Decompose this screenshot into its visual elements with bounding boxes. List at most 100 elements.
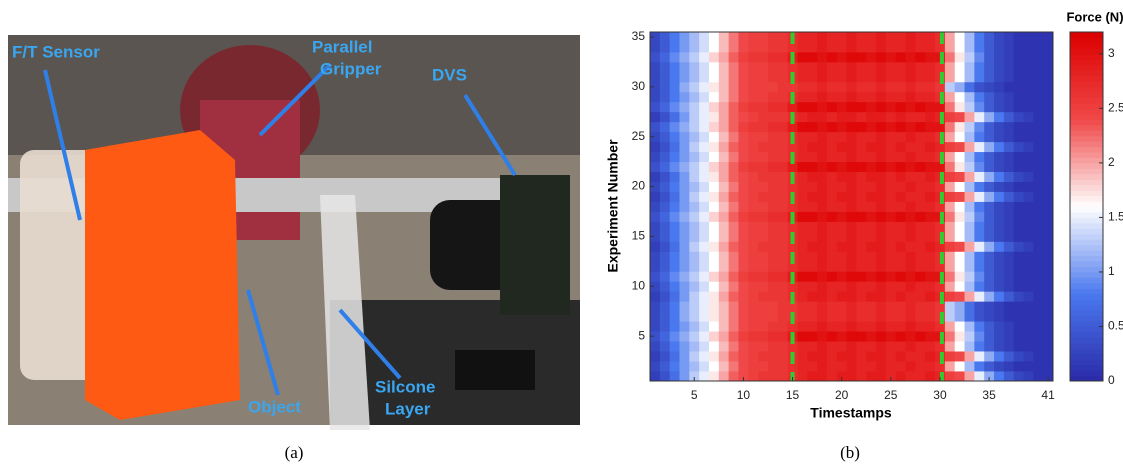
cell xyxy=(659,311,671,322)
cell xyxy=(915,151,926,163)
cell xyxy=(895,321,906,332)
colorbar-swatch xyxy=(1070,282,1103,289)
colorbar-swatch xyxy=(1070,97,1103,104)
cell xyxy=(1043,361,1054,372)
cell xyxy=(748,171,759,182)
cell xyxy=(797,181,808,192)
cell xyxy=(895,41,906,53)
cell xyxy=(767,341,779,352)
cell xyxy=(954,131,965,143)
cell xyxy=(669,241,680,252)
label: Parallel xyxy=(312,37,373,56)
cell xyxy=(826,221,838,232)
cell xyxy=(935,161,946,172)
cell xyxy=(728,231,739,242)
cell xyxy=(669,361,680,372)
cell xyxy=(738,201,749,212)
cell xyxy=(807,111,818,123)
cell xyxy=(699,351,710,362)
cell xyxy=(1003,171,1015,182)
cell xyxy=(659,341,671,352)
cell xyxy=(1043,341,1054,352)
cell xyxy=(974,301,985,312)
cell xyxy=(944,41,956,53)
cell xyxy=(954,191,965,202)
cell xyxy=(748,261,759,272)
cell xyxy=(708,261,720,272)
cell xyxy=(807,271,818,282)
cell xyxy=(659,291,671,302)
cell xyxy=(669,261,680,272)
cell xyxy=(866,311,877,322)
cell xyxy=(954,111,965,123)
cell xyxy=(925,151,936,163)
cell xyxy=(689,331,700,342)
cell xyxy=(817,211,828,222)
cell xyxy=(935,181,946,192)
cell xyxy=(767,191,779,202)
cell xyxy=(1023,301,1034,312)
cell xyxy=(1043,281,1054,292)
cell xyxy=(758,191,769,202)
cell xyxy=(650,251,661,262)
cell xyxy=(974,121,985,133)
cell xyxy=(856,191,867,202)
cell xyxy=(738,161,749,172)
cell xyxy=(777,101,789,113)
cell xyxy=(689,111,700,123)
cell xyxy=(748,251,759,262)
cell xyxy=(797,211,808,222)
cell xyxy=(669,161,680,172)
cell xyxy=(885,241,897,252)
cell xyxy=(856,311,867,322)
x-tick-label: 25 xyxy=(884,388,898,402)
cell xyxy=(797,231,808,242)
cell xyxy=(885,151,897,163)
cell xyxy=(984,331,995,342)
cell xyxy=(964,121,975,133)
cell xyxy=(964,111,975,123)
cell xyxy=(856,281,867,292)
cell xyxy=(846,111,857,123)
cell xyxy=(826,61,838,73)
cell xyxy=(984,41,995,53)
cell xyxy=(797,61,808,73)
cell xyxy=(944,321,956,332)
cell xyxy=(1033,231,1044,242)
colorbar-swatch xyxy=(1070,342,1103,349)
cell xyxy=(748,32,759,43)
cell xyxy=(807,91,818,103)
cell xyxy=(669,341,680,352)
cell xyxy=(708,141,720,153)
cell xyxy=(1003,341,1015,352)
cell xyxy=(846,371,857,382)
cell xyxy=(708,251,720,262)
cell xyxy=(807,171,818,182)
cell xyxy=(669,181,680,192)
cell xyxy=(1003,121,1015,133)
colorbar-swatch xyxy=(1070,201,1103,207)
cell xyxy=(777,151,789,163)
cell xyxy=(974,281,985,292)
cell xyxy=(876,191,887,202)
cell xyxy=(974,321,985,332)
cell xyxy=(1013,41,1024,53)
cell xyxy=(905,221,916,232)
cell xyxy=(748,301,759,312)
cell xyxy=(974,201,985,212)
cell xyxy=(876,291,887,302)
cell xyxy=(905,181,916,192)
cell xyxy=(669,61,680,73)
cell xyxy=(718,71,730,83)
cell xyxy=(669,121,680,133)
cell xyxy=(1033,131,1044,143)
cell xyxy=(895,61,906,73)
cell xyxy=(777,211,789,222)
cell xyxy=(669,101,680,113)
cell xyxy=(767,281,779,292)
cell xyxy=(964,341,975,352)
cell xyxy=(826,201,838,212)
cell xyxy=(728,111,739,123)
cell xyxy=(669,191,680,202)
cell xyxy=(994,291,1005,302)
